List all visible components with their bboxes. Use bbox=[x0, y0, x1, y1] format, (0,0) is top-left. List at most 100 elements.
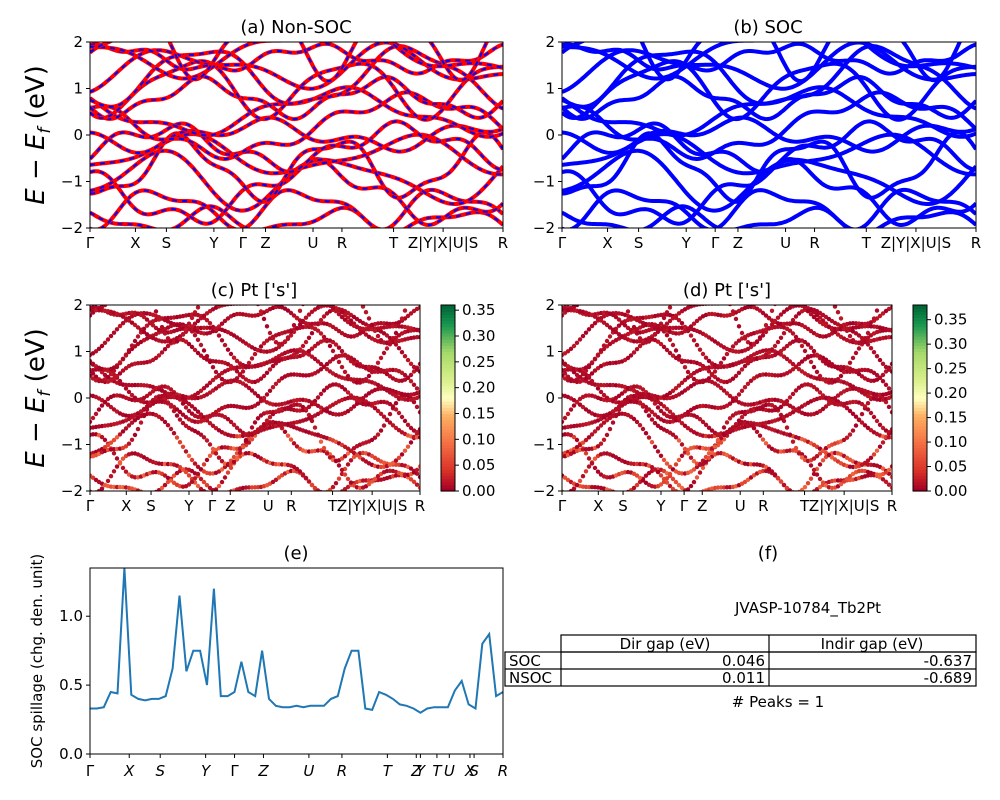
band-point bbox=[820, 393, 826, 398]
band-point bbox=[889, 361, 892, 367]
band-lines bbox=[562, 42, 976, 228]
band-point bbox=[360, 305, 366, 309]
band-point bbox=[607, 325, 613, 330]
band-point bbox=[682, 446, 688, 452]
band-point bbox=[219, 338, 225, 343]
panel-a-title: (a) Non-SOC bbox=[240, 17, 351, 38]
band-point bbox=[823, 404, 829, 409]
band-point bbox=[322, 494, 326, 498]
band-point bbox=[763, 441, 769, 446]
band-point bbox=[694, 475, 700, 480]
band-point bbox=[775, 339, 781, 345]
band-point bbox=[318, 331, 324, 336]
band-point bbox=[174, 407, 180, 412]
band-line bbox=[90, 42, 490, 84]
band-point bbox=[847, 333, 853, 339]
band-point bbox=[787, 488, 793, 491]
band-point bbox=[327, 343, 333, 349]
band-point bbox=[129, 420, 135, 425]
band-point bbox=[880, 466, 886, 471]
band-point bbox=[340, 289, 344, 293]
band-point bbox=[841, 322, 847, 327]
colorbar-segment bbox=[913, 342, 927, 346]
band-point bbox=[147, 320, 153, 325]
band-point bbox=[228, 419, 234, 425]
band-point bbox=[583, 376, 589, 381]
band-point bbox=[309, 331, 315, 336]
band-point bbox=[617, 287, 621, 291]
band-point bbox=[589, 461, 595, 466]
band-point bbox=[655, 327, 661, 332]
band-point bbox=[189, 479, 195, 484]
band-point bbox=[133, 275, 137, 279]
band-point bbox=[135, 334, 141, 339]
band-point bbox=[417, 334, 420, 340]
band-point bbox=[123, 444, 129, 449]
band-point bbox=[880, 425, 886, 431]
band-point bbox=[304, 284, 308, 288]
colorbar-segment bbox=[441, 363, 455, 368]
band-point bbox=[850, 411, 856, 416]
band-line bbox=[562, 119, 976, 174]
band-point bbox=[319, 492, 323, 496]
band-point bbox=[700, 351, 706, 357]
band-point bbox=[670, 342, 676, 348]
band-point bbox=[574, 437, 580, 443]
band-point bbox=[655, 469, 661, 475]
band-point bbox=[132, 432, 138, 438]
band-point bbox=[730, 344, 736, 349]
band-point bbox=[411, 479, 417, 484]
band-point bbox=[313, 289, 317, 293]
band-point bbox=[381, 350, 387, 356]
band-point bbox=[886, 404, 892, 410]
band-point bbox=[652, 444, 658, 449]
colorbar-segment bbox=[913, 447, 927, 452]
band-point bbox=[598, 423, 604, 428]
colorbar-tick-label: 0.25 bbox=[934, 360, 967, 378]
band-point bbox=[874, 354, 880, 359]
band-point bbox=[595, 352, 601, 357]
band-point bbox=[174, 435, 180, 440]
band-point bbox=[611, 278, 615, 282]
band-point bbox=[267, 367, 273, 372]
band-point bbox=[321, 334, 327, 340]
band-point bbox=[796, 338, 802, 344]
band-point bbox=[679, 380, 685, 385]
band-point bbox=[111, 376, 117, 381]
colorbar-segment bbox=[441, 351, 455, 356]
band-line-dash bbox=[90, 120, 503, 173]
band-point bbox=[763, 323, 769, 328]
colorbar-segment bbox=[913, 398, 927, 402]
band-point bbox=[322, 285, 326, 289]
band-point bbox=[390, 423, 396, 428]
x-tick-label: R bbox=[971, 234, 981, 252]
band-point bbox=[703, 459, 709, 464]
colorbar-segment bbox=[441, 329, 455, 334]
colorbar-tick-label: 0.10 bbox=[462, 430, 495, 448]
colorbar-segment bbox=[913, 487, 927, 492]
band-point bbox=[793, 314, 799, 319]
band-point bbox=[601, 392, 607, 398]
band-point bbox=[658, 401, 664, 407]
y-tick-label: 1 bbox=[545, 80, 555, 98]
band-point bbox=[249, 388, 255, 393]
band-point bbox=[315, 432, 321, 437]
band-point bbox=[773, 305, 777, 307]
colorbar-segment bbox=[441, 475, 455, 480]
band-point bbox=[321, 445, 327, 451]
band-point bbox=[108, 372, 114, 377]
band-point bbox=[117, 461, 123, 466]
band-point bbox=[889, 334, 892, 340]
x-tick-label: Z|Y|X|U|S bbox=[881, 234, 951, 252]
band-point bbox=[692, 491, 696, 495]
colorbar-frame bbox=[912, 304, 928, 492]
band-point bbox=[787, 359, 793, 364]
colorbar-segment bbox=[913, 339, 927, 343]
band-point bbox=[189, 344, 195, 350]
band-point bbox=[817, 462, 823, 467]
band-point bbox=[601, 343, 607, 348]
band-point bbox=[718, 385, 724, 391]
band-point bbox=[818, 290, 822, 294]
band-point bbox=[617, 491, 621, 495]
x-tick-label: U bbox=[303, 762, 314, 780]
